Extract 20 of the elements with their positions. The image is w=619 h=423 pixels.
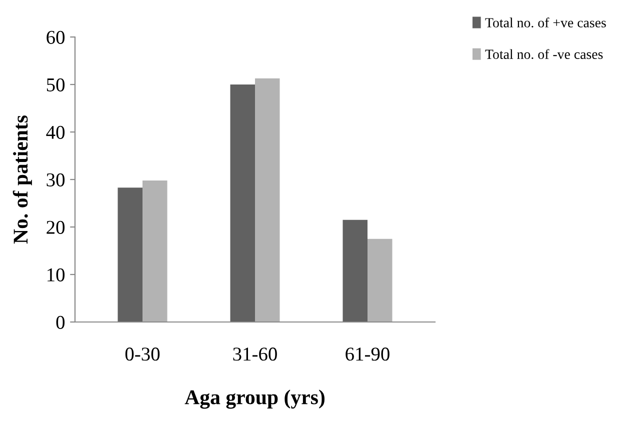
y-tick-label: 30: [46, 173, 65, 186]
y-tick-label: 60: [46, 30, 65, 44]
y-tick-label: 0: [56, 316, 65, 329]
y-tick-label: 50: [46, 78, 65, 92]
bar: [342, 220, 368, 322]
y-tick-label: 40: [46, 126, 65, 139]
bar: [118, 188, 142, 322]
x-tick-label: 31-60: [233, 348, 277, 361]
x-tick-label: 61-90: [346, 348, 390, 361]
y-tick-label: 20: [46, 220, 65, 234]
bar: [230, 84, 255, 322]
x-tick-label: 0-30: [125, 348, 160, 361]
bar: [368, 238, 392, 322]
bar: [255, 78, 280, 322]
x-axis-title: Aga group (yrs): [184, 390, 324, 409]
y-axis-title: No. of patients: [12, 115, 32, 244]
legend-label: Total no. of +ve cases: [485, 18, 606, 28]
y-tick-label: 10: [48, 268, 65, 282]
bar: [142, 180, 168, 322]
legend-label: Total no. of -ve cases: [485, 49, 603, 60]
